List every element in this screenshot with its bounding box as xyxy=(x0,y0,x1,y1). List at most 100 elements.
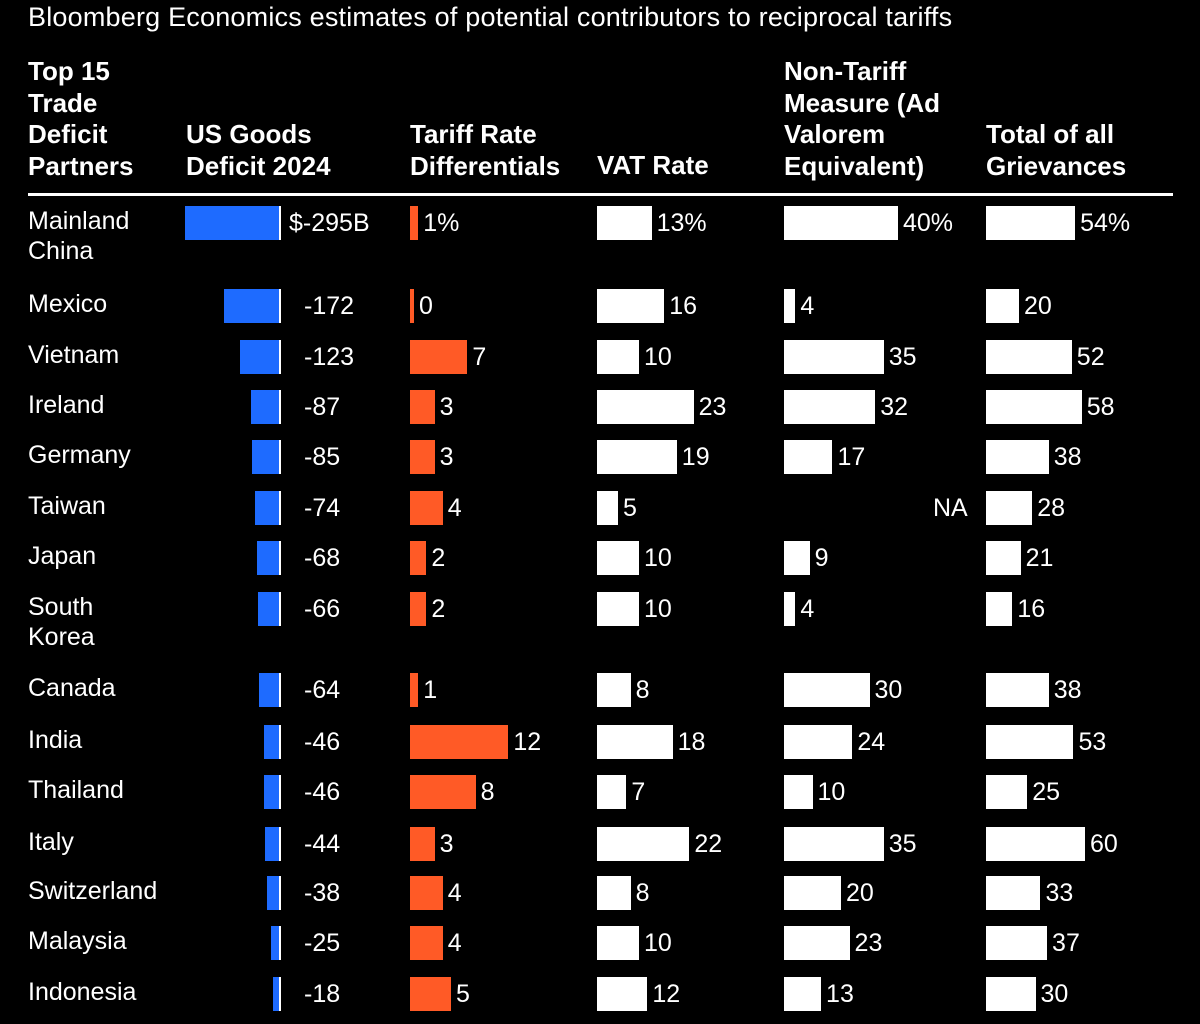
total-label: 60 xyxy=(1090,830,1118,858)
vat-label: 8 xyxy=(635,676,650,704)
deficit-bar xyxy=(224,289,279,323)
deficit-bar xyxy=(251,390,279,424)
non-tariff-label: 30 xyxy=(874,676,903,704)
deficit-label: -74 xyxy=(304,494,341,522)
vat-label: 12 xyxy=(652,980,681,1008)
country-label: Malaysia xyxy=(28,927,127,955)
zero-axis xyxy=(279,390,281,424)
tariff-bar xyxy=(410,541,427,575)
vat-bar xyxy=(597,977,648,1011)
deficit-label: -68 xyxy=(304,544,341,572)
non-tariff-bar xyxy=(784,390,876,424)
zero-axis xyxy=(279,491,281,525)
tariff-label: 0 xyxy=(419,292,433,320)
vat-bar xyxy=(597,206,652,240)
non-tariff-label: 4 xyxy=(800,595,815,623)
tariff-label: 1% xyxy=(423,209,460,237)
vat-bar xyxy=(597,491,618,525)
tariff-label: 5 xyxy=(456,980,470,1008)
tariff-label: 8 xyxy=(480,778,495,806)
country-label: Ireland xyxy=(28,391,105,419)
non-tariff-bar xyxy=(784,775,813,809)
total-bar xyxy=(986,289,1019,323)
zero-axis xyxy=(279,926,281,960)
vat-bar xyxy=(597,541,639,575)
vat-bar xyxy=(597,340,639,374)
tariff-label: 12 xyxy=(513,728,542,756)
total-label: 38 xyxy=(1053,676,1082,704)
non-tariff-bar xyxy=(784,289,796,323)
vat-bar xyxy=(597,827,690,861)
vat-label: 10 xyxy=(644,544,672,572)
non-tariff-label: 40% xyxy=(903,209,954,237)
deficit-label: -64 xyxy=(304,676,341,704)
tariff-bar xyxy=(410,390,435,424)
total-bar xyxy=(986,390,1082,424)
tariff-label: 4 xyxy=(447,879,462,907)
country-label: Mexico xyxy=(28,290,108,318)
tariff-bar xyxy=(410,827,435,861)
tariff-bar xyxy=(410,491,443,525)
country-label: Vietnam xyxy=(28,341,120,369)
tariff-label: 4 xyxy=(447,929,462,957)
zero-axis xyxy=(279,541,281,575)
non-tariff-bar xyxy=(784,592,796,626)
total-label: 52 xyxy=(1076,343,1105,371)
deficit-bar xyxy=(273,977,279,1011)
country-label: India xyxy=(28,726,83,754)
vat-bar xyxy=(597,725,673,759)
tariff-bar xyxy=(410,876,443,910)
tariff-label: 3 xyxy=(439,830,454,858)
tariff-bar xyxy=(410,340,468,374)
vat-label: 10 xyxy=(644,929,672,957)
vat-label: 13% xyxy=(656,209,707,237)
total-label: 53 xyxy=(1078,728,1107,756)
header-deficit: US Goods Deficit 2024 xyxy=(186,119,331,181)
deficit-bar xyxy=(264,827,279,861)
deficit-label: $-295B xyxy=(289,209,370,237)
total-label: 38 xyxy=(1053,443,1082,471)
header-partners: Top 15 Trade Deficit Partners xyxy=(28,56,134,181)
total-bar xyxy=(986,926,1048,960)
total-bar xyxy=(986,541,1021,575)
total-label: 21 xyxy=(1025,544,1054,572)
header-vat: VAT Rate xyxy=(597,150,709,180)
deficit-bar xyxy=(251,440,279,474)
header-divider xyxy=(28,193,1173,196)
vat-bar xyxy=(597,289,665,323)
vat-bar xyxy=(597,592,639,626)
deficit-bar xyxy=(264,725,279,759)
total-bar xyxy=(986,592,1013,626)
non-tariff-label: 35 xyxy=(888,830,917,858)
deficit-label: -87 xyxy=(304,393,341,421)
vat-label: 18 xyxy=(677,728,706,756)
tariff-bar xyxy=(410,977,451,1011)
vat-bar xyxy=(597,673,631,707)
deficit-label: -172 xyxy=(304,292,355,320)
header-tariff: Tariff Rate Differentials xyxy=(410,119,561,181)
total-bar xyxy=(986,491,1033,525)
non-tariff-label: 4 xyxy=(800,292,815,320)
non-tariff-label: 20 xyxy=(846,879,874,907)
vat-bar xyxy=(597,440,677,474)
total-label: 58 xyxy=(1086,393,1115,421)
non-tariff-label: 9 xyxy=(814,544,829,572)
total-bar xyxy=(986,775,1028,809)
deficit-label: -123 xyxy=(304,343,355,371)
total-bar xyxy=(986,673,1049,707)
total-label: 30 xyxy=(1040,980,1069,1008)
non-tariff-bar xyxy=(784,206,898,240)
vat-label: 22 xyxy=(694,830,723,858)
non-tariff-bar xyxy=(784,541,810,575)
tariff-label: 3 xyxy=(439,443,454,471)
tariff-bar xyxy=(410,440,435,474)
vat-label: 10 xyxy=(644,343,672,371)
country-label: Canada xyxy=(28,674,116,702)
vat-bar xyxy=(597,390,694,424)
country-label: Indonesia xyxy=(28,978,137,1006)
vat-label: 8 xyxy=(635,879,650,907)
non-tariff-label: 17 xyxy=(837,443,866,471)
tariff-label: 1 xyxy=(423,676,438,704)
zero-axis xyxy=(279,440,281,474)
